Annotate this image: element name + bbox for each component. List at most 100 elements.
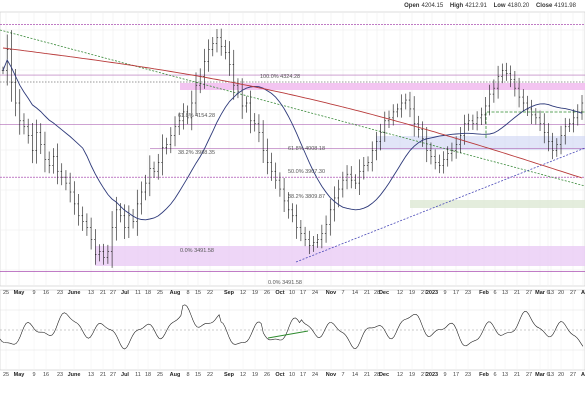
x-tick-label-24: 24 [312, 290, 318, 296]
x-tick-label-31: 12 [397, 290, 403, 296]
x-tick-label-32: 19 [409, 290, 415, 296]
x-tick-label-46: 20 [558, 290, 564, 296]
price-bar-91 [383, 111, 387, 142]
price-bar-62 [261, 120, 265, 164]
price-bar-60 [253, 113, 256, 132]
price-bar-84 [354, 174, 357, 189]
x-tick-label-10: 11 [135, 290, 141, 296]
price-bar-15 [64, 170, 68, 191]
price-bar-30 [127, 205, 131, 239]
price-bar-123 [517, 77, 521, 108]
x-tick-label-20: 26 [264, 290, 270, 296]
price-bar-63 [266, 138, 269, 175]
price-bar-4 [18, 89, 21, 135]
price-bar-64 [270, 152, 273, 181]
price-bar-58 [245, 96, 248, 113]
x-tick-label-9: Jul [121, 290, 129, 296]
x-tick-label-35: 9 [443, 290, 446, 296]
price-bar-72 [303, 226, 307, 247]
price-bar-44 [186, 105, 189, 125]
close-label: Close [535, 3, 553, 9]
downtrend-line [0, 29, 585, 187]
price-bar-50 [211, 36, 214, 57]
osc-x-tick-label-44: 6 [546, 372, 549, 378]
osc-x-tick-label-28: 21 [364, 372, 370, 378]
osc-x-tick-label-42: 27 [526, 372, 532, 378]
base-zone [410, 200, 585, 208]
fib-label-4: 50.0% 3907.30 [288, 169, 325, 175]
mid-zone [376, 136, 585, 150]
osc-x-tick-label-41: 21 [514, 372, 520, 378]
price-bar-24 [102, 243, 105, 265]
fib-label-5: 38.2% 3809.87 [288, 194, 325, 200]
price-bar-114 [480, 107, 483, 126]
osc-x-tick-label-47: 27 [570, 372, 576, 378]
osc-x-tick-label-27: 14 [352, 372, 358, 378]
price-bar-55 [232, 49, 235, 100]
fib-label-3: 61.8% 4008.18 [288, 146, 325, 152]
price-bar-71 [299, 220, 303, 242]
price-bar-32 [136, 189, 139, 236]
x-tick-label-48: A [581, 290, 585, 296]
trend-lines [0, 29, 585, 263]
price-bar-82 [345, 165, 349, 190]
price-bar-21 [89, 217, 93, 250]
x-tick-label-18: 12 [240, 290, 246, 296]
price-bar-43 [182, 103, 185, 130]
x-tick-label-7: 21 [100, 290, 106, 296]
osc-x-tick-label-31: 12 [397, 372, 403, 378]
price-bar-106 [446, 146, 449, 167]
price-bar-7 [31, 122, 34, 164]
osc-x-tick-label-18: 12 [240, 372, 246, 378]
price-bar-27 [115, 196, 118, 241]
price-bar-127 [534, 108, 538, 125]
x-tick-label-25: Nov [326, 290, 337, 296]
price-bar-39 [165, 137, 168, 155]
divergence-line [267, 330, 309, 339]
x-tick-label-0: 25 [3, 290, 9, 296]
uptrend-line [295, 147, 585, 263]
price-bar-9 [39, 123, 42, 155]
x-tick-label-44: 6 [546, 290, 549, 296]
price-bar-67 [282, 177, 286, 213]
ma-short [2, 58, 583, 221]
price-bar-14 [60, 163, 63, 186]
x-tick-label-13: Aug [170, 290, 181, 296]
price-bar-132 [555, 138, 559, 157]
osc-x-tick-label-37: 23 [465, 372, 471, 378]
price-bar-125 [526, 95, 529, 117]
price-bar-80 [337, 179, 340, 208]
osc-x-tick-label-13: Aug [170, 372, 181, 378]
price-bar-128 [538, 110, 542, 131]
price-bar-51 [215, 29, 219, 53]
price-bar-100 [421, 121, 424, 147]
osc-x-tick-label-12: 25 [157, 372, 163, 378]
fib-level-labels: 100.0% 4324.28 61.8% 4154.28 38.2% 3988.35… [178, 74, 325, 286]
price-bar-109 [459, 126, 462, 154]
x-tick-label-3: 16 [43, 290, 49, 296]
price-bar-112 [471, 114, 475, 130]
price-bar-34 [144, 174, 147, 201]
price-bar-88 [371, 141, 374, 172]
x-tick-label-36: 17 [453, 290, 459, 296]
price-bar-93 [391, 104, 395, 126]
price-bar-126 [530, 99, 533, 124]
osc-x-tick-label-5: June [68, 372, 81, 378]
price-bar-90 [379, 123, 382, 151]
price-bar-129 [543, 113, 546, 144]
price-bar-117 [492, 79, 496, 103]
moving-averages [2, 47, 583, 221]
x-tick-label-5: June [68, 290, 81, 296]
osc-x-tick-label-7: 21 [100, 372, 106, 378]
osc-x-tick-label-35: 9 [443, 372, 446, 378]
price-bar-40 [169, 127, 173, 154]
x-tick-label-17: Sep [224, 290, 235, 296]
price-bar-22 [94, 229, 97, 265]
price-bar-107 [450, 142, 454, 162]
osc-x-tick-label-10: 11 [135, 372, 141, 378]
price-bar-87 [366, 156, 370, 172]
osc-x-tick-label-29: 28 [374, 372, 380, 378]
ohlc-header: Open 4204.15 High 4212.91 Low 4180.20 Close… [404, 3, 581, 9]
price-bar-115 [484, 97, 487, 124]
